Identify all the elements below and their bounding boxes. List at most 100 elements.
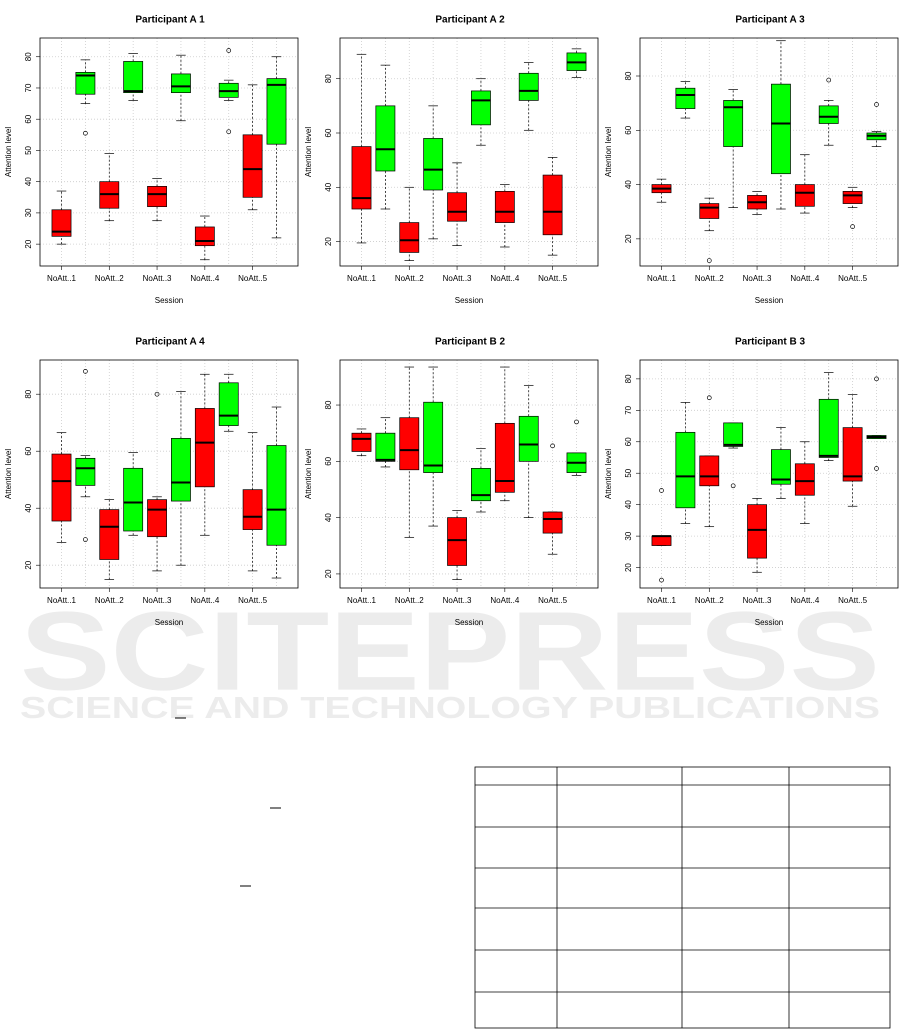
box bbox=[266, 78, 287, 145]
box bbox=[399, 417, 420, 471]
box bbox=[494, 422, 515, 493]
outlier bbox=[850, 224, 855, 229]
plot-frame bbox=[639, 37, 899, 267]
x-tick-label: NoAtt..5 bbox=[538, 596, 567, 605]
x-tick-label: NoAtt..4 bbox=[790, 596, 819, 605]
outlier bbox=[659, 577, 664, 583]
box bbox=[423, 138, 444, 191]
outlier bbox=[226, 48, 232, 53]
box bbox=[75, 72, 96, 95]
box-chart: Participant B 2 Session Attention level 20 4… bbox=[304, 337, 599, 627]
box bbox=[794, 463, 815, 496]
x-tick-label: NoAtt..5 bbox=[838, 596, 867, 605]
box bbox=[723, 100, 744, 147]
y-tick-label: 50 bbox=[24, 145, 33, 154]
box bbox=[471, 468, 491, 502]
x-tick-label: NoAtt..2 bbox=[695, 596, 724, 605]
y-tick-label: 20 bbox=[324, 237, 333, 246]
box bbox=[542, 174, 563, 236]
outlier bbox=[874, 376, 879, 382]
watermark-tagline: SCIENCE AND TECHNOLOGY PUBLICATIONS bbox=[20, 690, 880, 725]
y-tick-label: 60 bbox=[24, 114, 33, 123]
x-tick-label: NoAtt..4 bbox=[490, 596, 519, 605]
x-tick-label: NoAtt..2 bbox=[95, 596, 124, 605]
box bbox=[123, 467, 144, 532]
y-tick-label: 40 bbox=[324, 182, 333, 191]
chart-title: Participant A 3 bbox=[735, 15, 805, 26]
box bbox=[842, 427, 863, 482]
y-tick-label: 40 bbox=[324, 513, 333, 522]
table-border bbox=[474, 766, 891, 1029]
chart-title: Participant A 2 bbox=[435, 15, 505, 26]
y-tick-label: 40 bbox=[24, 503, 33, 512]
plot-frame bbox=[639, 359, 899, 589]
outlier bbox=[154, 391, 160, 397]
x-tick-label: NoAtt..5 bbox=[238, 274, 267, 283]
box bbox=[147, 186, 167, 208]
box bbox=[51, 453, 72, 522]
box bbox=[747, 504, 767, 559]
outlier bbox=[706, 258, 712, 263]
x-tick-label: NoAtt..3 bbox=[743, 596, 772, 605]
box bbox=[351, 432, 372, 452]
plot-frame bbox=[339, 37, 599, 267]
box bbox=[194, 408, 215, 488]
box bbox=[818, 398, 839, 458]
box bbox=[351, 146, 372, 210]
x-tick-label: NoAtt..3 bbox=[143, 596, 172, 605]
y-tick-label: 60 bbox=[624, 437, 633, 446]
x-axis-label: Session bbox=[755, 618, 783, 627]
box bbox=[447, 517, 467, 566]
y-tick-label: 80 bbox=[324, 400, 333, 409]
y-tick-label: 70 bbox=[24, 83, 33, 92]
chart-title: Participant A 4 bbox=[135, 337, 205, 348]
x-axis-label: Session bbox=[455, 618, 483, 627]
box bbox=[771, 449, 791, 485]
text-fragments bbox=[175, 717, 281, 887]
outlier bbox=[83, 369, 88, 374]
outlier bbox=[226, 129, 232, 135]
y-axis-label: Attention level bbox=[604, 127, 613, 177]
x-axis-label: Session bbox=[455, 296, 483, 305]
outlier bbox=[83, 130, 88, 136]
y-tick-label: 80 bbox=[324, 74, 333, 83]
box-chart: Participant A 4 Session Attention level 20 4… bbox=[4, 337, 299, 627]
box bbox=[171, 73, 191, 94]
y-tick-label: 30 bbox=[624, 531, 633, 540]
plot-frame bbox=[339, 359, 599, 589]
x-tick-label: NoAtt..1 bbox=[47, 274, 76, 283]
y-tick-label: 80 bbox=[24, 52, 33, 61]
outlier bbox=[550, 443, 555, 449]
y-tick-label: 20 bbox=[624, 234, 633, 243]
x-tick-label: NoAtt..3 bbox=[443, 596, 472, 605]
outlier bbox=[659, 488, 664, 493]
box bbox=[75, 457, 96, 486]
plot-frame bbox=[39, 37, 299, 267]
x-tick-label: NoAtt..4 bbox=[790, 274, 819, 283]
outlier bbox=[706, 395, 712, 401]
box bbox=[266, 445, 287, 546]
box bbox=[447, 192, 467, 222]
box bbox=[818, 105, 839, 124]
x-tick-label: NoAtt..4 bbox=[190, 274, 219, 283]
x-tick-label: NoAtt..4 bbox=[190, 596, 219, 605]
x-axis-label: Session bbox=[155, 618, 183, 627]
chart-title: Participant B 2 bbox=[435, 337, 505, 348]
y-tick-label: 80 bbox=[624, 71, 633, 80]
y-tick-label: 70 bbox=[624, 405, 633, 414]
x-tick-label: NoAtt..1 bbox=[347, 596, 376, 605]
box bbox=[242, 134, 263, 198]
box bbox=[842, 191, 863, 204]
y-axis-label: Attention level bbox=[304, 127, 313, 177]
x-tick-label: NoAtt..3 bbox=[143, 274, 172, 283]
y-tick-label: 30 bbox=[24, 208, 33, 217]
box-chart: Participant A 3 Session Attention level 20 4… bbox=[604, 15, 899, 305]
box bbox=[518, 72, 539, 101]
box bbox=[218, 382, 239, 426]
y-tick-label: 20 bbox=[24, 560, 33, 569]
box-chart: Participant A 2 Session Attention level 20 4… bbox=[304, 15, 599, 305]
x-tick-label: NoAtt..3 bbox=[743, 274, 772, 283]
box bbox=[242, 489, 263, 530]
x-axis-label: Session bbox=[155, 296, 183, 305]
